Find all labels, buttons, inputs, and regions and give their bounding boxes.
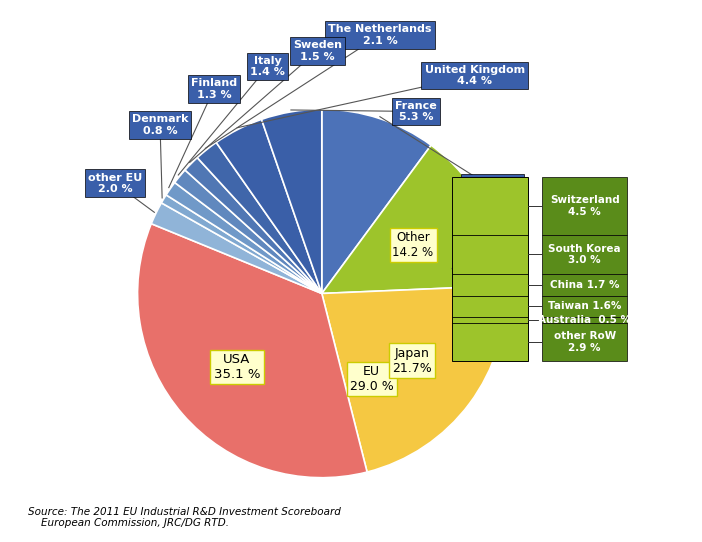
Bar [452,177,529,361]
Text: other EU
2.0 %: other EU 2.0 % [88,172,143,194]
Wedge shape [161,195,322,293]
Wedge shape [175,170,322,293]
Wedge shape [262,109,322,293]
Text: Italy
1.4 %: Italy 1.4 % [251,56,285,78]
Wedge shape [138,224,367,478]
Text: Other
14.2 %: Other 14.2 % [392,231,434,259]
Bar [542,274,628,296]
Bar [542,177,628,235]
Wedge shape [151,203,322,293]
Text: France
5.3 %: France 5.3 % [395,101,437,122]
Wedge shape [322,145,506,293]
Text: South Korea
3.0 %: South Korea 3.0 % [548,244,621,265]
Text: Denmark
0.8 %: Denmark 0.8 % [132,114,188,136]
Bar [542,317,628,323]
Text: Finland
1.3 %: Finland 1.3 % [191,78,237,100]
Bar [542,296,628,317]
Text: The Netherlands
2.1 %: The Netherlands 2.1 % [329,24,432,46]
Text: Japan
21.7%: Japan 21.7% [392,346,432,375]
Text: Source: The 2011 EU Industrial R&D Investment Scoreboard
    European Commission: Source: The 2011 EU Industrial R&D Inves… [28,507,341,528]
Text: Sweden
1.5 %: Sweden 1.5 % [293,40,342,62]
Wedge shape [166,183,322,293]
Text: Taiwan 1.6%: Taiwan 1.6% [548,301,621,311]
Wedge shape [185,158,322,293]
Text: Switzerland
4.5 %: Switzerland 4.5 % [550,195,620,217]
Wedge shape [322,286,506,472]
Wedge shape [197,143,322,293]
Text: EU
29.0 %: EU 29.0 % [350,365,394,393]
Bar [542,235,628,274]
Text: Germany
10.1 %: Germany 10.1 % [465,177,521,199]
Text: Australia  0.5 %: Australia 0.5 % [538,315,631,325]
Text: other RoW
2.9 %: other RoW 2.9 % [554,331,616,353]
Text: USA
35.1 %: USA 35.1 % [213,353,260,381]
Text: United Kingdom
4.4 %: United Kingdom 4.4 % [425,64,524,86]
Wedge shape [216,119,322,293]
Wedge shape [322,109,431,293]
Bar [542,323,628,361]
Text: China 1.7 %: China 1.7 % [550,280,619,290]
